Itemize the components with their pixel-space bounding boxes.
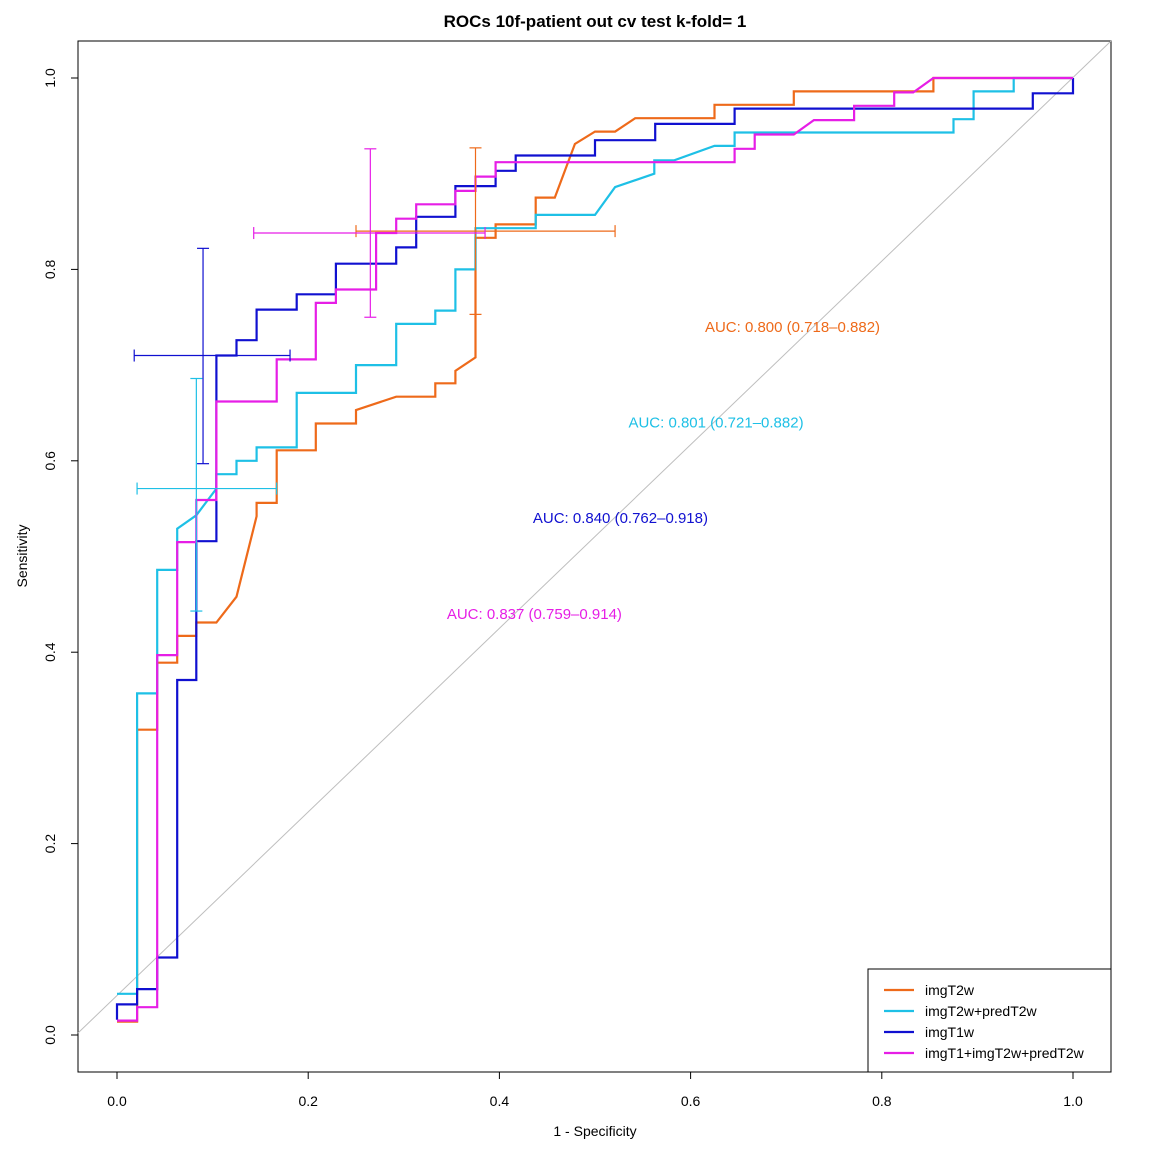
y-tick-label: 0.6 [42,451,58,471]
ci-cross-series-3 [133,247,291,465]
x-tick-label: 0.4 [490,1093,510,1109]
legend-box [867,968,1112,1073]
legend-entry-label: imgT2w [925,982,975,998]
reference-diagonal [77,40,1112,1034]
legend-entry-label: imgT1+imgT2w+predT2w [925,1045,1085,1061]
plot-area: 0.0 0.2 0.4 0.6 0.8 1.0 0.0 0.2 0.4 0.6 0.8 1.0 AUC:… [42,40,1112,1109]
x-tick-label: 0.0 [107,1093,127,1109]
auc-label-series-1: AUC: 0.800 (0.718–0.882) [705,319,880,336]
x-tick-label: 0.6 [681,1093,701,1109]
x-axis-label: 1 - Specificity [553,1123,636,1139]
ci-cross-series-4 [253,148,486,318]
y-tick-label: 0.4 [42,642,58,662]
x-tick-label: 1.0 [1063,1093,1083,1109]
auc-label-series-3: AUC: 0.840 (0.762–0.918) [533,510,708,527]
y-tick-label: 1.0 [42,68,58,88]
x-tick-label: 0.8 [872,1093,892,1109]
chart-title: ROCs 10f-patient out cv test k-fold= 1 [444,12,747,31]
auc-label-series-4: AUC: 0.837 (0.759–0.914) [447,606,622,623]
roc-curve-series-4 [117,76,1073,1022]
auc-label-series-2: AUC: 0.801 (0.721–0.882) [628,415,803,432]
legend-entry-label: imgT2w+predT2w [925,1003,1038,1019]
legend: imgT2w imgT2w+predT2w imgT1w imgT1+imgT2w+p… [867,968,1112,1073]
y-tick-label: 0.2 [42,834,58,854]
x-tick-label: 0.2 [298,1093,318,1109]
y-axis-label: Sensitivity [14,524,30,587]
y-tick-label: 0.8 [42,259,58,279]
y-tick-label: 0.0 [42,1025,58,1045]
legend-entry-label: imgT1w [925,1024,975,1040]
roc-curve-series-1 [117,76,1073,1023]
ci-cross-series-2 [136,377,278,612]
roc-curve-series-3 [115,78,1075,1020]
plot-frame [77,40,1112,1073]
